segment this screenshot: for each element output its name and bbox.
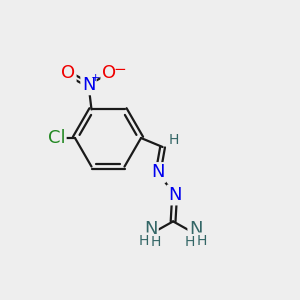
Text: +: + <box>91 73 100 83</box>
Text: H: H <box>185 236 195 249</box>
Text: N: N <box>144 220 157 238</box>
Text: H: H <box>169 134 179 147</box>
Text: H: H <box>197 234 207 248</box>
Text: N: N <box>168 186 181 204</box>
Text: O: O <box>102 64 116 82</box>
Text: N: N <box>152 164 165 181</box>
Text: N: N <box>82 76 95 94</box>
Text: O: O <box>61 64 75 82</box>
Text: H: H <box>151 236 161 249</box>
Text: Cl: Cl <box>48 129 65 147</box>
Text: N: N <box>189 220 202 238</box>
Text: H: H <box>139 234 149 248</box>
Text: −: − <box>113 62 126 77</box>
